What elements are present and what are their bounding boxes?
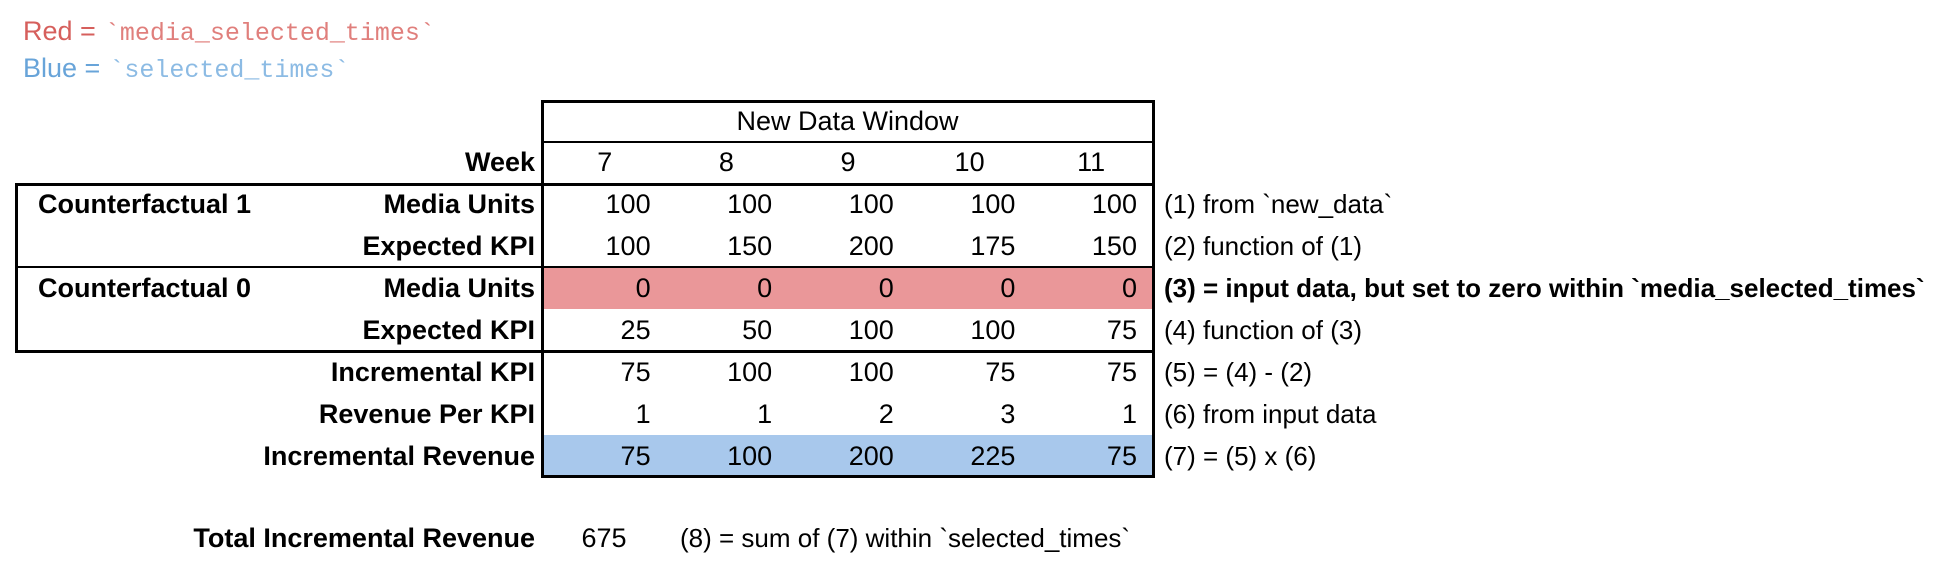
week-row-cells: 7 8 9 10 11: [544, 141, 1152, 183]
table-border-cf-divider: [15, 266, 1155, 268]
value-cell: 100: [848, 189, 894, 219]
counterfactual-0-label: Counterfactual 0: [38, 273, 252, 303]
row-cells-expected-kpi-cf1: 100 150 200 175 150: [544, 225, 1152, 267]
annotation-4: (4) function of (3): [1164, 315, 1362, 345]
total-label: Total Incremental Revenue: [193, 523, 535, 553]
value-cell: 25: [620, 315, 651, 345]
table-border-under-title: [543, 141, 1152, 143]
table-border-cf0-bottom: [15, 350, 1155, 353]
value-cell: 1: [635, 399, 651, 429]
value-cell: 100: [1091, 189, 1137, 219]
value-cell: 100: [848, 315, 894, 345]
row-label-media-units-cf0: Media Units: [383, 273, 535, 303]
annotation-6: (6) from input data: [1164, 399, 1377, 429]
value-cell: 175: [970, 231, 1016, 261]
legend-red-label: Red =: [23, 16, 96, 46]
table-border-under-week: [15, 183, 1155, 186]
value-cell: 100: [727, 189, 773, 219]
value-cell: 75: [1106, 315, 1137, 345]
legend-blue-line: Blue = `selected_times`: [23, 50, 349, 87]
legend-red-code: `media_selected_times`: [104, 19, 435, 48]
value-cell: 0: [757, 273, 773, 303]
value-cell: 0: [878, 273, 894, 303]
value-cell: 1: [757, 399, 773, 429]
annotation-1: (1) from `new_data`: [1164, 189, 1393, 219]
value-cell: 150: [1091, 231, 1137, 261]
row-label-revenue-per-kpi: Revenue Per KPI: [318, 399, 535, 429]
table-border-right: [1152, 100, 1155, 478]
red-highlight-row: 0 0 0 0 0: [544, 267, 1152, 309]
total-value: 675: [581, 523, 627, 553]
value-cell: 75: [620, 357, 651, 387]
row-label-incremental-kpi: Incremental KPI: [330, 357, 535, 387]
table-border-left: [541, 100, 544, 478]
value-cell: 100: [727, 357, 773, 387]
annotation-3: (3) = input data, but set to zero within…: [1164, 273, 1925, 303]
value-cell: 200: [848, 231, 894, 261]
row-label-expected-kpi-cf0: Expected KPI: [362, 315, 535, 345]
row-cells-media-units-cf1: 100 100 100 100 100: [544, 183, 1152, 225]
value-cell: 100: [970, 315, 1016, 345]
week-value: 8: [718, 147, 734, 177]
blue-highlight-row: 75 100 200 225 75: [544, 435, 1152, 477]
row-cells-expected-kpi-cf0: 25 50 100 100 75: [544, 309, 1152, 351]
value-cell: 100: [848, 357, 894, 387]
annotation-7: (7) = (5) x (6): [1164, 441, 1317, 471]
value-cell: 200: [848, 441, 894, 471]
row-cells-incremental-kpi: 75 100 100 75 75: [544, 351, 1152, 393]
value-cell: 100: [605, 189, 651, 219]
week-value: 10: [954, 147, 985, 177]
value-cell: 75: [1106, 441, 1137, 471]
value-cell: 50: [742, 315, 773, 345]
value-cell: 0: [1000, 273, 1016, 303]
row-label-media-units-cf1: Media Units: [383, 189, 535, 219]
annotation-2: (2) function of (1): [1164, 231, 1362, 261]
legend-blue-code: `selected_times`: [109, 56, 350, 85]
table-header-title: New Data Window: [736, 106, 959, 136]
row-cells-revenue-per-kpi: 1 1 2 3 1: [544, 393, 1152, 435]
value-cell: 100: [970, 189, 1016, 219]
table-border-bottom: [541, 475, 1155, 478]
table-border-top: [541, 100, 1155, 103]
value-cell: 75: [1106, 357, 1137, 387]
table-border-left-box: [15, 183, 18, 353]
week-value: 11: [1077, 147, 1106, 177]
annotation-5: (5) = (4) - (2): [1164, 357, 1313, 387]
value-cell: 2: [878, 399, 894, 429]
value-cell: 75: [985, 357, 1016, 387]
value-cell: 0: [635, 273, 651, 303]
value-cell: 100: [605, 231, 651, 261]
legend-red-line: Red = `media_selected_times`: [23, 13, 435, 50]
value-cell: 3: [1000, 399, 1016, 429]
value-cell: 1: [1121, 399, 1137, 429]
week-value: 9: [840, 147, 856, 177]
value-cell: 75: [620, 441, 651, 471]
row-label-expected-kpi-cf1: Expected KPI: [362, 231, 535, 261]
week-row-label: Week: [464, 147, 535, 177]
value-cell: 225: [970, 441, 1016, 471]
week-value: 7: [597, 147, 613, 177]
value-cell: 150: [727, 231, 773, 261]
legend-blue-label: Blue =: [23, 53, 101, 83]
annotation-8: (8) = sum of (7) within `selected_times`: [680, 523, 1131, 553]
counterfactual-1-label: Counterfactual 1: [38, 189, 252, 219]
value-cell: 0: [1121, 273, 1137, 303]
value-cell: 100: [727, 441, 773, 471]
row-label-incremental-revenue: Incremental Revenue: [263, 441, 535, 471]
